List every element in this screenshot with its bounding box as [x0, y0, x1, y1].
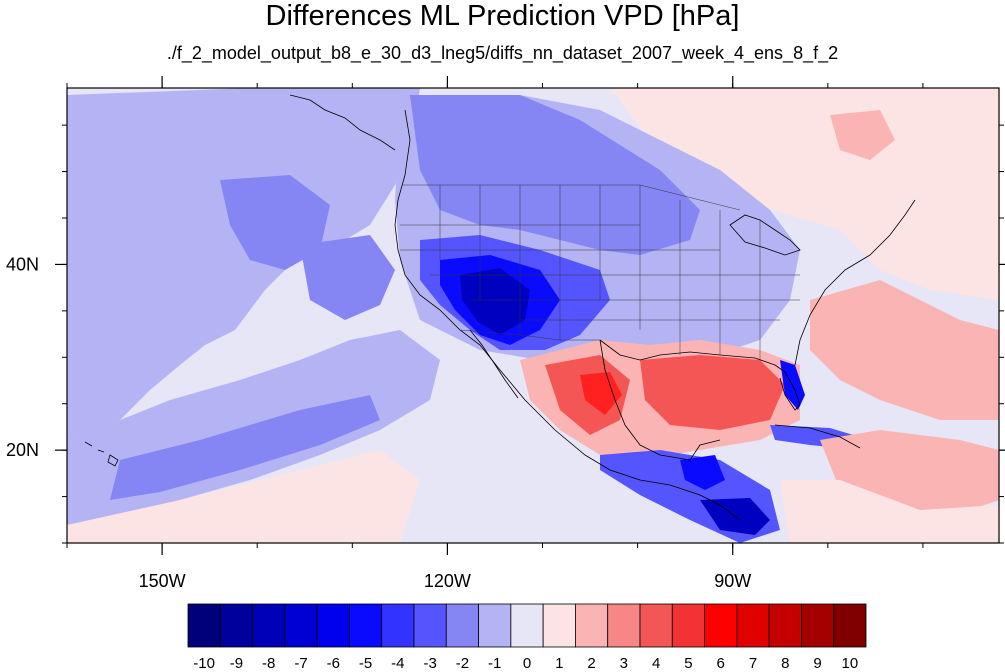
map-frame [66, 87, 1000, 544]
colorbar-label: -4 [391, 655, 404, 672]
colorbar-label: -8 [262, 655, 275, 672]
field-region-southwest-darkest [460, 268, 530, 335]
alaska-coast [289, 94, 396, 151]
colorbar-swatch [801, 603, 835, 648]
lon-tick-label: 90W [714, 571, 751, 591]
colorbar-swatch [542, 603, 576, 648]
state-lines-vertical [439, 185, 761, 360]
lon-tick-label: 150W [139, 571, 186, 591]
colorbar-label: 0 [523, 655, 531, 672]
colorbar-swatch [316, 603, 350, 648]
colorbar-swatch [639, 603, 673, 648]
map-title: Differences ML Prediction VPD [hPa] [265, 0, 740, 32]
colorbar-label: 3 [620, 655, 628, 672]
colorbar-swatch [445, 603, 479, 648]
colorbar-label: -10 [193, 655, 215, 672]
colorbar-swatch [252, 603, 286, 648]
hawaii-islands [84, 441, 119, 467]
field-region-pacific-blob-2 [300, 235, 395, 320]
field-region-caribbean-south-pink [780, 480, 999, 543]
colorbar-label: 9 [813, 655, 821, 672]
colorbar-swatch [510, 603, 544, 648]
field-region-labrador-pink [830, 110, 895, 160]
colorbar-swatch [671, 603, 705, 648]
colorbar-label: 10 [842, 655, 859, 672]
colorbar-swatch [219, 603, 253, 648]
field-region-atlantic-pink [810, 280, 999, 420]
us-mexico-border [459, 329, 600, 341]
colorbar-label: -1 [488, 655, 501, 672]
us-canada-border [402, 184, 741, 211]
colorbar-swatch [381, 603, 415, 648]
field-region-pacific-blob-3 [110, 395, 380, 500]
field-region-pacific-north [67, 88, 420, 440]
mexico-gulf-coast [599, 339, 721, 461]
colorbar-swatch [704, 603, 738, 648]
colorbar-swatch [349, 603, 383, 648]
gulf-coast [599, 339, 776, 366]
colorbar-label: 4 [652, 655, 660, 672]
colorbar-swatch [607, 603, 641, 648]
colorbar-label: -6 [327, 655, 340, 672]
colorbar-swatch [478, 603, 512, 648]
lon-tick-label: 120W [424, 571, 471, 591]
colorbar: -10 -9 -8 -7 -6 -5 -4 -3 -2 -1 0 1 2 3 4 5 6 7 8 9 10 [187, 603, 867, 672]
colorbar-label: -2 [456, 655, 469, 672]
colorbar-label: 7 [749, 655, 757, 672]
colorbar-label: 8 [781, 655, 789, 672]
colorbar-label: -3 [423, 655, 436, 672]
colorbar-swatch [284, 603, 318, 648]
state-lines-horizontal [400, 224, 800, 321]
lat-tick-label: 20N [6, 440, 39, 460]
vpd-difference-field [67, 88, 999, 543]
colorbar-swatch [833, 603, 867, 648]
coastlines [84, 94, 916, 521]
colorbar-label: -5 [359, 655, 372, 672]
colorbar-label: 1 [555, 655, 563, 672]
colorbar-swatch [575, 603, 609, 648]
us-state-borders [400, 184, 800, 360]
colorbar-label: 6 [717, 655, 725, 672]
field-region-us-mid-blue [410, 95, 700, 255]
great-lakes [729, 214, 801, 256]
north-america-west-coast [394, 109, 741, 521]
field-region-mexico-darkred [580, 372, 622, 415]
florida-peninsula [774, 364, 801, 411]
us-east-coast [794, 199, 916, 366]
colorbar-label: 2 [587, 655, 595, 672]
cuba [774, 424, 861, 449]
map-subtitle: ./f_2_model_output_b8_e_30_d3_lneg5/diff… [166, 43, 839, 63]
lat-tick-label: 40N [6, 254, 39, 274]
colorbar-swatch [187, 603, 221, 648]
colorbar-swatch [413, 603, 447, 648]
colorbar-swatch [768, 603, 802, 648]
field-region-central-america-deep [680, 455, 725, 490]
colorbar-label: -9 [230, 655, 243, 672]
field-region-pacific-south-pink [67, 450, 420, 543]
map-ticks: 150W 120W 90W 40N 20N [6, 76, 1005, 591]
colorbar-swatch [736, 603, 770, 648]
field-region-gulf-red [640, 355, 785, 430]
colorbar-label: -7 [294, 655, 307, 672]
colorbar-label: 5 [684, 655, 692, 672]
field-region-canada-east-pink [610, 88, 999, 300]
baja-california [469, 329, 519, 399]
